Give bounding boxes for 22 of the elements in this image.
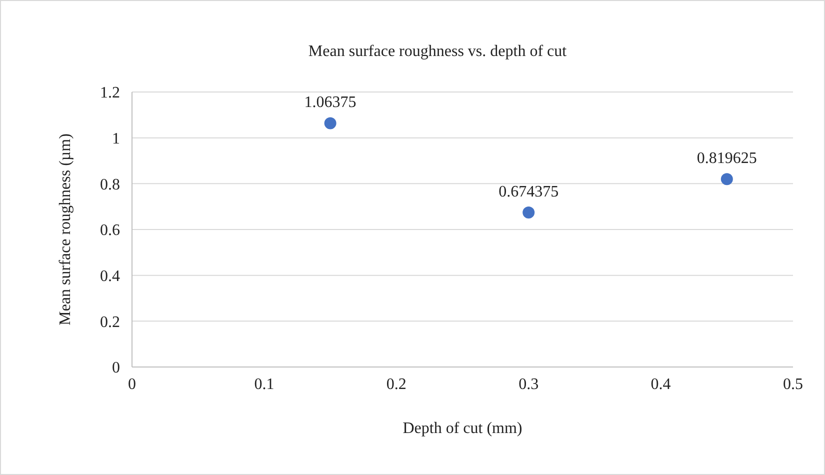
point	[720, 173, 733, 186]
y-tick-label: 0	[112, 360, 120, 377]
data-label: 0.819625	[696, 150, 757, 168]
x-tick-label: 0.3	[518, 376, 539, 393]
y-tick-label: 0.2	[100, 314, 120, 331]
y-tick-label: 0.8	[100, 176, 120, 194]
y-tick-label: 0.6	[100, 222, 120, 240]
y-tick-label: 0.4	[100, 268, 120, 285]
x-tick-label: 0.4	[650, 376, 671, 393]
point	[324, 117, 336, 130]
y-tick-label: 1.2	[100, 84, 120, 102]
x-tick-label: 0.2	[386, 376, 406, 393]
chart-title: Mean surface roughness vs. depth of cut	[308, 43, 568, 60]
y-axis-title: Mean surface roughness (µm)	[57, 134, 74, 326]
data-label: 0.674375	[498, 183, 559, 200]
x-axis-title: Depth of cut (mm)	[402, 420, 522, 437]
x-tick-label: 0	[128, 376, 136, 393]
point	[522, 206, 535, 218]
x-tick-label: 0.1	[254, 376, 274, 393]
x-tick-label: 0.5	[783, 376, 803, 393]
y-tick-label: 1	[112, 130, 120, 148]
data-label: 1.06375	[304, 94, 356, 112]
